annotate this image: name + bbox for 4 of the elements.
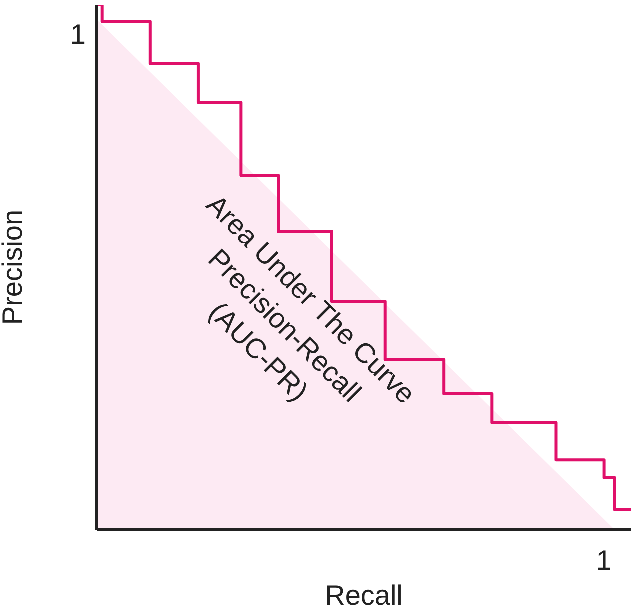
y-axis-title: Precision <box>0 210 28 326</box>
text: 1 <box>595 545 613 577</box>
x-axis-title: Recall <box>325 580 403 609</box>
text: 1 <box>69 19 86 51</box>
